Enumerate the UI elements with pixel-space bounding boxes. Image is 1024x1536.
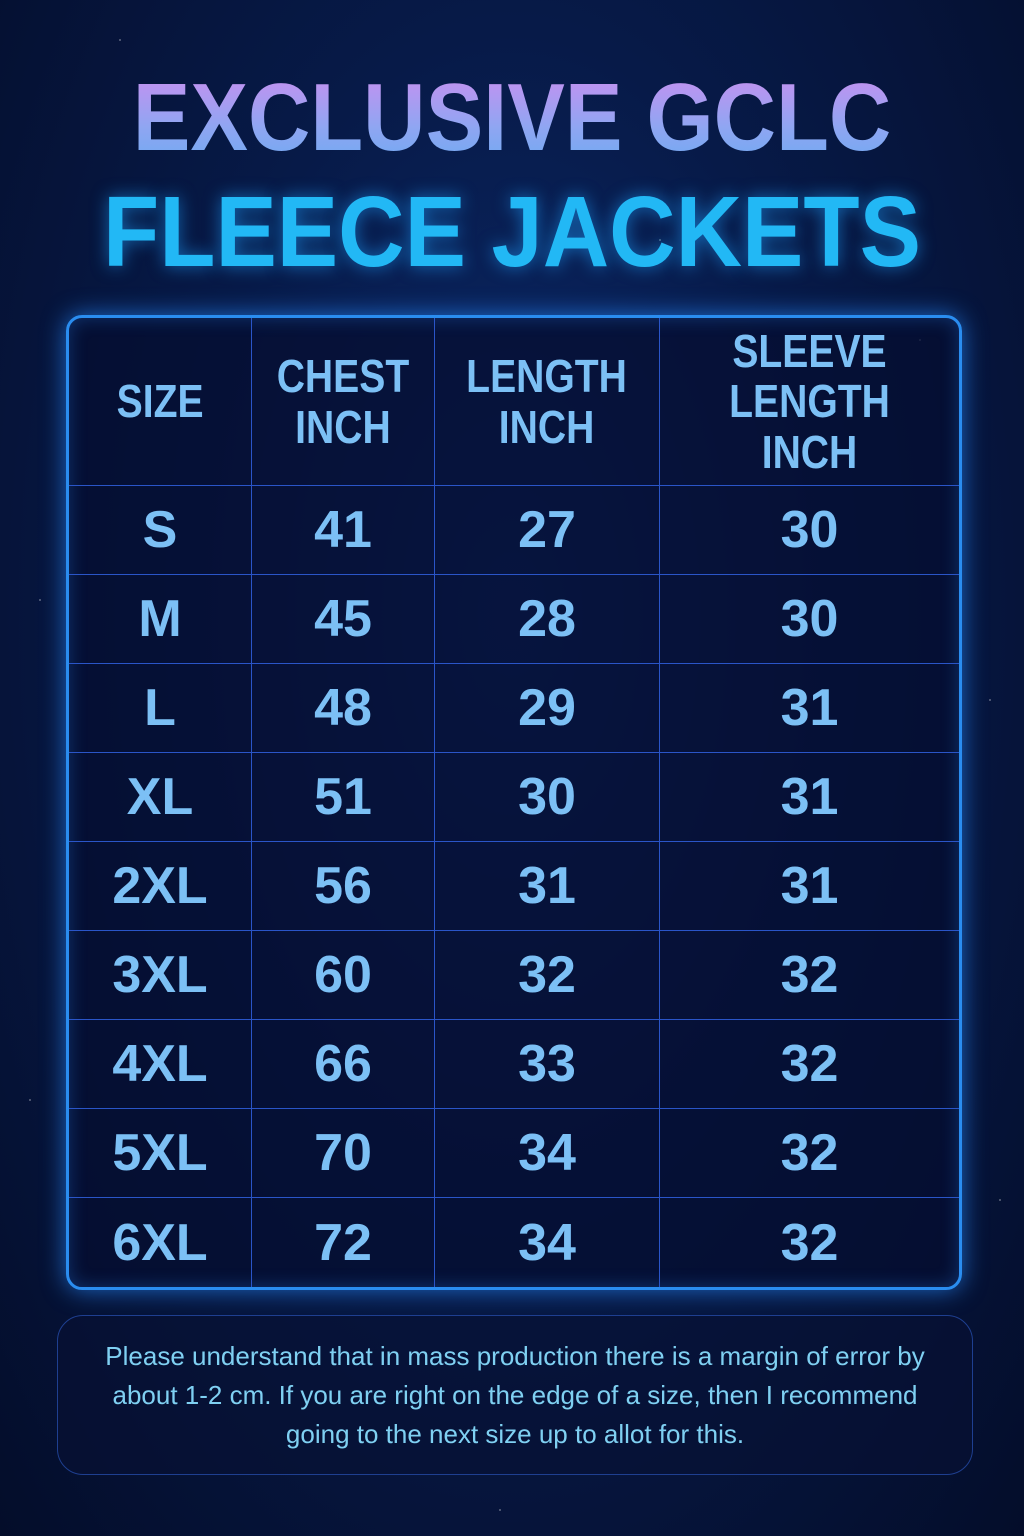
measurement-cell: 60 bbox=[252, 931, 435, 1020]
measurement-cell: 41 bbox=[252, 486, 435, 575]
measurement-cell: 32 bbox=[435, 931, 660, 1020]
size-cell: S bbox=[69, 486, 252, 575]
measurement-cell: 32 bbox=[660, 1020, 959, 1109]
column-header-label: SIZE bbox=[116, 375, 204, 428]
measurement-cell: 30 bbox=[660, 486, 959, 575]
measurement-cell: 32 bbox=[780, 1213, 839, 1272]
size-chart-table: SIZE CHEST INCH LENGTH INCH SLEEVE LENGTH I… bbox=[66, 315, 962, 1290]
measurement-cell: 51 bbox=[252, 753, 435, 842]
measurement-cell: 28 bbox=[435, 575, 660, 664]
size-cell: 2XL bbox=[69, 842, 252, 931]
column-header-label: LENGTH INCH bbox=[466, 349, 628, 453]
title-line-2: FLEECE JACKETS bbox=[103, 176, 921, 288]
column-header: SLEEVE LENGTH INCH bbox=[660, 318, 959, 486]
measurement-cell: 31 bbox=[435, 842, 660, 931]
measurement-cell: 66 bbox=[252, 1020, 435, 1109]
sizing-note: Please understand that in mass productio… bbox=[57, 1315, 973, 1475]
column-header-label: CHEST INCH bbox=[276, 349, 410, 453]
measurement-cell: 30 bbox=[435, 753, 660, 842]
measurement-cell: 56 bbox=[252, 842, 435, 931]
measurement-cell: 32 bbox=[660, 1109, 959, 1198]
measurement-cell: 72 bbox=[252, 1198, 435, 1287]
size-cell: 6XL bbox=[69, 1198, 252, 1287]
column-header: SIZE bbox=[69, 318, 252, 486]
measurement-cell: 30 bbox=[660, 575, 959, 664]
measurement-cell: 70 bbox=[252, 1109, 435, 1198]
measurement-cell: 33 bbox=[435, 1020, 660, 1109]
measurement-cell: 29 bbox=[435, 664, 660, 753]
size-cell: XL bbox=[69, 753, 252, 842]
title-line-1: EXCLUSIVE GCLC bbox=[51, 70, 973, 166]
size-cell: M bbox=[69, 575, 252, 664]
measurement-cell: 48 bbox=[252, 664, 435, 753]
measurement-cell: 31 bbox=[660, 842, 959, 931]
size-cell: 5XL bbox=[69, 1109, 252, 1198]
column-header: CHEST INCH bbox=[252, 318, 435, 486]
measurement-cell: 31 bbox=[660, 664, 959, 753]
measurement-cell: 45 bbox=[252, 575, 435, 664]
size-cell: L bbox=[69, 664, 252, 753]
column-header-label: SLEEVE LENGTH INCH bbox=[729, 324, 890, 478]
size-cell: 4XL bbox=[69, 1020, 252, 1109]
measurement-cell: 34 bbox=[435, 1198, 660, 1287]
measurement-cell: 34 bbox=[435, 1109, 660, 1198]
measurement-cell: 32 bbox=[660, 931, 959, 1020]
size-cell: 3XL bbox=[69, 931, 252, 1020]
measurement-cell: 31 bbox=[660, 753, 959, 842]
column-header: LENGTH INCH bbox=[435, 318, 660, 486]
measurement-cell: 27 bbox=[435, 486, 660, 575]
